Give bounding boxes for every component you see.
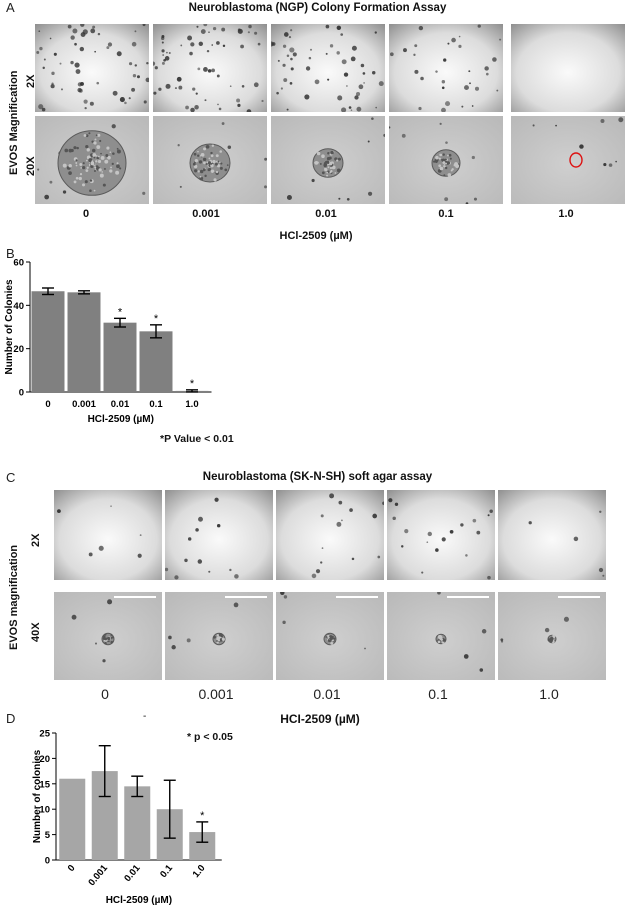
panel-c-dose-0: 0 [101,686,109,702]
chart-b-ytick-label: 40 [13,301,24,312]
panel-d-significance-note: * p < 0.05 [187,731,233,743]
panel-c-2x-micrograph-5 [498,490,606,580]
panel-c-40x-micrograph-3 [276,592,384,680]
panel-c-x-title: HCI-2509 (µM) [280,712,360,726]
chart-b-xtick-label: 0.1 [149,399,163,410]
chart-b-ytick-label: 60 [13,258,24,269]
chart-d-ytick-label: 0 [45,856,50,867]
panel-c-2x-micrograph-3 [276,490,384,580]
chart-b-xtick-label: 0 [45,399,50,410]
chart-d-significance-star: * [200,810,205,822]
panel-c-2x-micrograph-4 [387,490,495,580]
panel-c-2x-micrograph-2 [165,490,273,580]
chart-d-xtick-label: 0.001 [86,862,110,888]
panel-a-dose-0.01: 0.01 [315,208,337,220]
chart-d-y-axis-label: Number of colonies [32,749,43,843]
chart-b-significance-star: * [190,378,195,390]
panel-b-significance-note: *P Value < 0.01 [160,433,234,445]
panel-c-dose-0.001: 0.001 [198,686,234,702]
chart-d-bar-0 [59,778,86,860]
chart-b-xtick-label: 1.0 [185,399,198,410]
chart-b-ytick-label: 0 [19,388,24,399]
chart-d-ytick-label: 5 [45,830,51,841]
panel-c-side-label: EVOS magnification [8,544,20,650]
panel-a-2x-micrograph-3 [271,24,385,112]
panel-a-2x-micrograph-4 [389,24,503,112]
panel-b-bar-chart: 0 20 40 60 0 0.001 * 0.01 * 0.1 * 1.0 Number of Colo… [4,258,212,425]
panel-a-dose-1.0: 1.0 [558,208,574,220]
chart-d-xtick-label: 0.01 [122,862,143,884]
panel-a-title: Neuroblastoma (NGP) Colony Formation Ass… [188,2,447,14]
chart-b-bar-0 [31,291,65,392]
panel-c-40x-micrograph-2 [165,592,273,680]
panel-a-20x-micrograph-4 [389,116,503,204]
chart-d-ytick-label: 25 [39,729,50,740]
panel-a-dose-0.1: 0.1 [438,208,454,220]
panel-a-side-label: EVOS Magnification [8,70,20,175]
panel-c-letter: C [6,470,16,485]
chart-b-bar-0.001 [67,292,101,392]
panel-d-bar-chart: 0 5 10 15 20 25 0 0.001 0.01 0.1 * 1.0 Number of col… [32,729,222,906]
panel-a-20x-micrograph-1 [35,116,149,204]
panel-a-2x-micrograph-2 [153,24,267,112]
chart-d-ytick-label: 10 [39,805,50,816]
chart-b-x-axis-label: HCl-2509 (µM) [88,414,154,425]
panel-c-40x-micrograph-4 [387,592,495,680]
chart-d-ytick-label: 20 [39,754,50,765]
chart-b-bar-0.1 [139,331,173,392]
panel-a-2x-micrograph-1 [35,24,149,112]
panel-a-20x-micrograph-2 [153,116,267,204]
panel-c-dose-1.0: 1.0 [539,686,559,702]
panel-a-dose-0.001: 0.001 [192,208,220,220]
chart-d-bar-0.01 [124,786,151,860]
panel-a-2x-micrograph-5 [511,24,625,112]
panel-c-row-label-2x: 2X [30,533,42,547]
panel-a-x-title: HCl-2509 (µM) [279,230,353,242]
chart-b-ytick-label: 20 [13,344,24,355]
chart-b-significance-star: * [118,306,123,318]
panel-a-20x-micrograph-5 [511,116,625,204]
chart-d-xtick-label: 1.0 [191,863,208,880]
chart-d-ytick-label: 15 [39,779,50,790]
chart-b-y-axis-label: Number of Colonies [4,279,15,374]
panel-a-dose-0: 0 [82,208,90,220]
chart-b-significance-star: * [154,313,159,325]
chart-d-xtick-label: 0 [66,863,78,874]
panel-d-dash-mark: - [143,711,147,722]
panel-c-title: Neuroblastoma (SK-N-SH) soft agar assay [202,471,433,483]
chart-b-xtick-label: 0.01 [111,399,130,410]
panel-a-20x-micrograph-3 [271,116,385,204]
panel-c-dose-0.01: 0.01 [313,686,341,702]
panel-c-2x-micrograph-1 [54,490,162,580]
panel-c-row-label-40x: 40X [30,622,42,642]
panel-b-letter: B [6,246,15,261]
panel-d-letter: D [6,711,16,726]
panel-a-letter: A [6,0,15,15]
panel-c-dose-0.1: 0.1 [428,686,448,702]
chart-b-xtick-label: 0.001 [72,399,96,410]
chart-d-xtick-label: 0.1 [158,862,175,880]
panel-c-40x-micrograph-5 [498,592,606,680]
chart-d-x-axis-label: HCl-2509 (µM) [106,895,172,906]
chart-b-bar-0.01 [103,322,137,392]
panel-c-40x-micrograph-1 [54,592,162,680]
